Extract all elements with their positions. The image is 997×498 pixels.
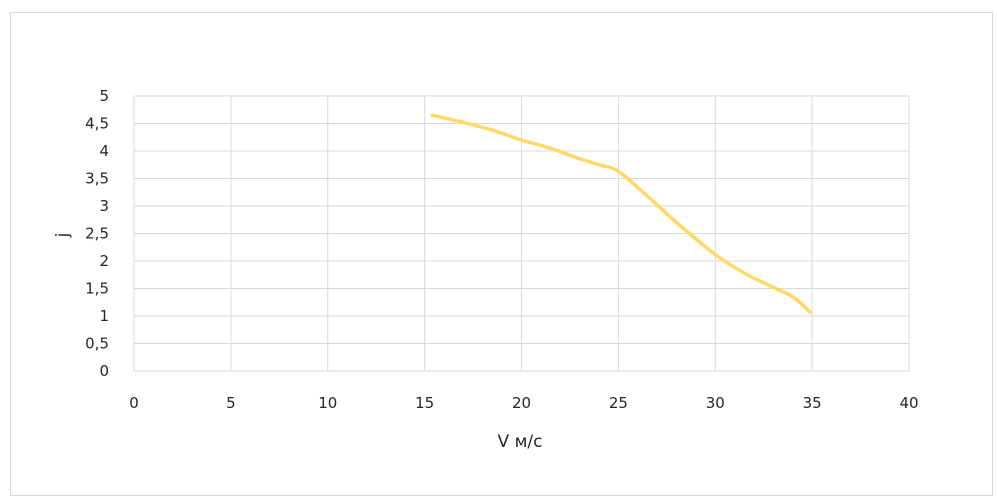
y-tick-label: 5 (99, 87, 109, 105)
y-tick-label: 2 (99, 252, 109, 270)
x-tick-label: 10 (318, 394, 337, 412)
x-tick-label: 5 (226, 394, 236, 412)
x-tick-label: 40 (899, 394, 918, 412)
y-tick-label: 3 (99, 197, 109, 215)
x-tick-label: 0 (129, 394, 139, 412)
y-tick-label: 3,5 (85, 170, 109, 188)
y-axis-tick-labels: 0 0,5 1 1,5 2 2,5 3 3,5 4 4,5 5 (85, 87, 109, 380)
x-tick-label: 30 (706, 394, 725, 412)
y-tick-label: 0 (99, 362, 109, 380)
x-axis-tick-labels: 0 5 10 15 20 25 30 35 40 (129, 394, 918, 412)
y-tick-label: 4 (99, 142, 109, 160)
y-tick-label: 4,5 (85, 115, 109, 133)
x-tick-label: 25 (609, 394, 628, 412)
series-line (430, 113, 812, 314)
y-tick-label: 1,5 (85, 280, 109, 298)
x-tick-label: 35 (803, 394, 822, 412)
series-layer (430, 113, 812, 314)
x-tick-label: 20 (512, 394, 531, 412)
y-tick-label: 1 (99, 307, 109, 325)
y-tick-label: 0,5 (85, 335, 109, 353)
chart-frame (10, 12, 993, 496)
y-axis-title: j (53, 233, 73, 239)
x-axis-title: V м/с (498, 432, 543, 452)
horizontal-gridlines (134, 95, 909, 372)
y-tick-label: 2,5 (85, 225, 109, 243)
x-tick-label: 15 (415, 394, 434, 412)
